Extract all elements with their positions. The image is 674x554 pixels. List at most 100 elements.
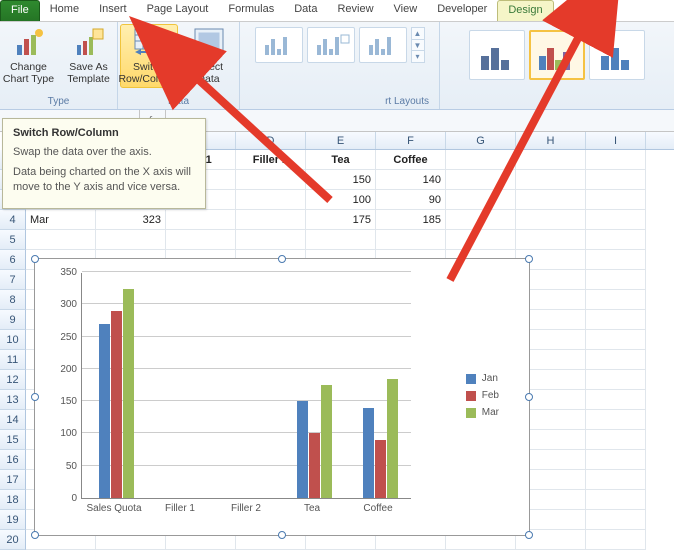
rowhead[interactable]: 6 — [0, 250, 26, 270]
resize-handle[interactable] — [278, 255, 286, 263]
rowhead[interactable]: 12 — [0, 370, 26, 390]
cell[interactable] — [236, 210, 306, 230]
cell[interactable] — [586, 250, 646, 270]
switch-row-column-button[interactable]: Switch Row/Column — [120, 24, 178, 88]
cell[interactable] — [586, 290, 646, 310]
colhead-i[interactable]: I — [586, 132, 646, 149]
cell[interactable] — [166, 210, 236, 230]
tab-insert[interactable]: Insert — [89, 0, 137, 21]
tab-home[interactable]: Home — [40, 0, 89, 21]
cell[interactable] — [586, 390, 646, 410]
layout-option[interactable] — [359, 27, 407, 63]
cell[interactable] — [446, 210, 516, 230]
resize-handle[interactable] — [525, 531, 533, 539]
style-option-selected[interactable] — [529, 30, 585, 80]
rowhead[interactable]: 9 — [0, 310, 26, 330]
rowhead[interactable]: 19 — [0, 510, 26, 530]
cell[interactable] — [586, 310, 646, 330]
cell[interactable]: 150 — [306, 170, 376, 190]
cell[interactable] — [26, 230, 96, 250]
layout-option[interactable] — [307, 27, 355, 63]
cell[interactable] — [586, 190, 646, 210]
rowhead[interactable]: 14 — [0, 410, 26, 430]
tab-data[interactable]: Data — [284, 0, 327, 21]
resize-handle[interactable] — [525, 393, 533, 401]
cell[interactable] — [236, 230, 306, 250]
cell[interactable] — [586, 370, 646, 390]
resize-handle[interactable] — [31, 255, 39, 263]
cell[interactable] — [446, 230, 516, 250]
cell[interactable] — [586, 510, 646, 530]
cell[interactable] — [586, 210, 646, 230]
rowhead[interactable]: 16 — [0, 450, 26, 470]
rowhead[interactable]: 11 — [0, 350, 26, 370]
tab-partial[interactable]: L — [554, 0, 580, 21]
colhead-f[interactable]: F — [376, 132, 446, 149]
cell[interactable]: Filler 2 — [236, 150, 306, 170]
cell[interactable] — [516, 210, 586, 230]
tab-review[interactable]: Review — [327, 0, 383, 21]
cell[interactable] — [516, 170, 586, 190]
style-option[interactable] — [589, 30, 645, 80]
rowhead[interactable]: 17 — [0, 470, 26, 490]
cell[interactable] — [586, 470, 646, 490]
cell[interactable]: Coffee — [376, 150, 446, 170]
cell[interactable] — [586, 230, 646, 250]
embedded-chart[interactable]: 050100150200250300350 Sales QuotaFiller … — [34, 258, 530, 536]
save-as-template-button[interactable]: Save As Template — [60, 24, 118, 88]
colhead-h[interactable]: H — [516, 132, 586, 149]
rowhead[interactable]: 10 — [0, 330, 26, 350]
tab-view[interactable]: View — [384, 0, 428, 21]
tab-developer[interactable]: Developer — [427, 0, 497, 21]
cell[interactable] — [236, 190, 306, 210]
cell[interactable] — [586, 430, 646, 450]
colhead-d[interactable]: D — [236, 132, 306, 149]
cell[interactable] — [376, 230, 446, 250]
cell[interactable]: Tea — [306, 150, 376, 170]
chart-styles-gallery[interactable] — [463, 24, 651, 86]
cell[interactable]: 175 — [306, 210, 376, 230]
cell[interactable] — [586, 170, 646, 190]
rowhead[interactable]: 4 — [0, 210, 26, 230]
cell[interactable] — [586, 270, 646, 290]
rowhead[interactable]: 7 — [0, 270, 26, 290]
resize-handle[interactable] — [31, 393, 39, 401]
rowhead[interactable]: 5 — [0, 230, 26, 250]
cell[interactable]: 323 — [96, 210, 166, 230]
cell[interactable] — [586, 350, 646, 370]
chart-layouts-gallery[interactable]: ▲▼▾ — [252, 24, 428, 66]
resize-handle[interactable] — [31, 531, 39, 539]
style-option[interactable] — [469, 30, 525, 80]
cell[interactable] — [516, 190, 586, 210]
cell[interactable] — [586, 410, 646, 430]
cell[interactable] — [166, 230, 236, 250]
cell[interactable]: 185 — [376, 210, 446, 230]
cell[interactable] — [586, 490, 646, 510]
rowhead[interactable]: 13 — [0, 390, 26, 410]
cell[interactable] — [586, 330, 646, 350]
rowhead[interactable]: 20 — [0, 530, 26, 550]
cell[interactable] — [306, 230, 376, 250]
cell[interactable]: 140 — [376, 170, 446, 190]
cell[interactable]: Mar — [26, 210, 96, 230]
rowhead[interactable]: 15 — [0, 430, 26, 450]
resize-handle[interactable] — [278, 531, 286, 539]
rowhead[interactable]: 18 — [0, 490, 26, 510]
cell[interactable] — [96, 230, 166, 250]
cell[interactable] — [446, 170, 516, 190]
rowhead[interactable]: 8 — [0, 290, 26, 310]
cell[interactable] — [586, 150, 646, 170]
cell[interactable] — [446, 190, 516, 210]
resize-handle[interactable] — [525, 255, 533, 263]
change-chart-type-button[interactable]: Change Chart Type — [0, 24, 58, 88]
cell[interactable] — [586, 450, 646, 470]
colhead-e[interactable]: E — [306, 132, 376, 149]
cell[interactable]: 100 — [306, 190, 376, 210]
tab-pagelayout[interactable]: Page Layout — [137, 0, 219, 21]
layout-option[interactable] — [255, 27, 303, 63]
cell[interactable] — [586, 530, 646, 550]
cell[interactable] — [516, 150, 586, 170]
tab-formulas[interactable]: Formulas — [218, 0, 284, 21]
cell[interactable]: 90 — [376, 190, 446, 210]
layouts-scroll[interactable]: ▲▼▾ — [411, 27, 425, 63]
